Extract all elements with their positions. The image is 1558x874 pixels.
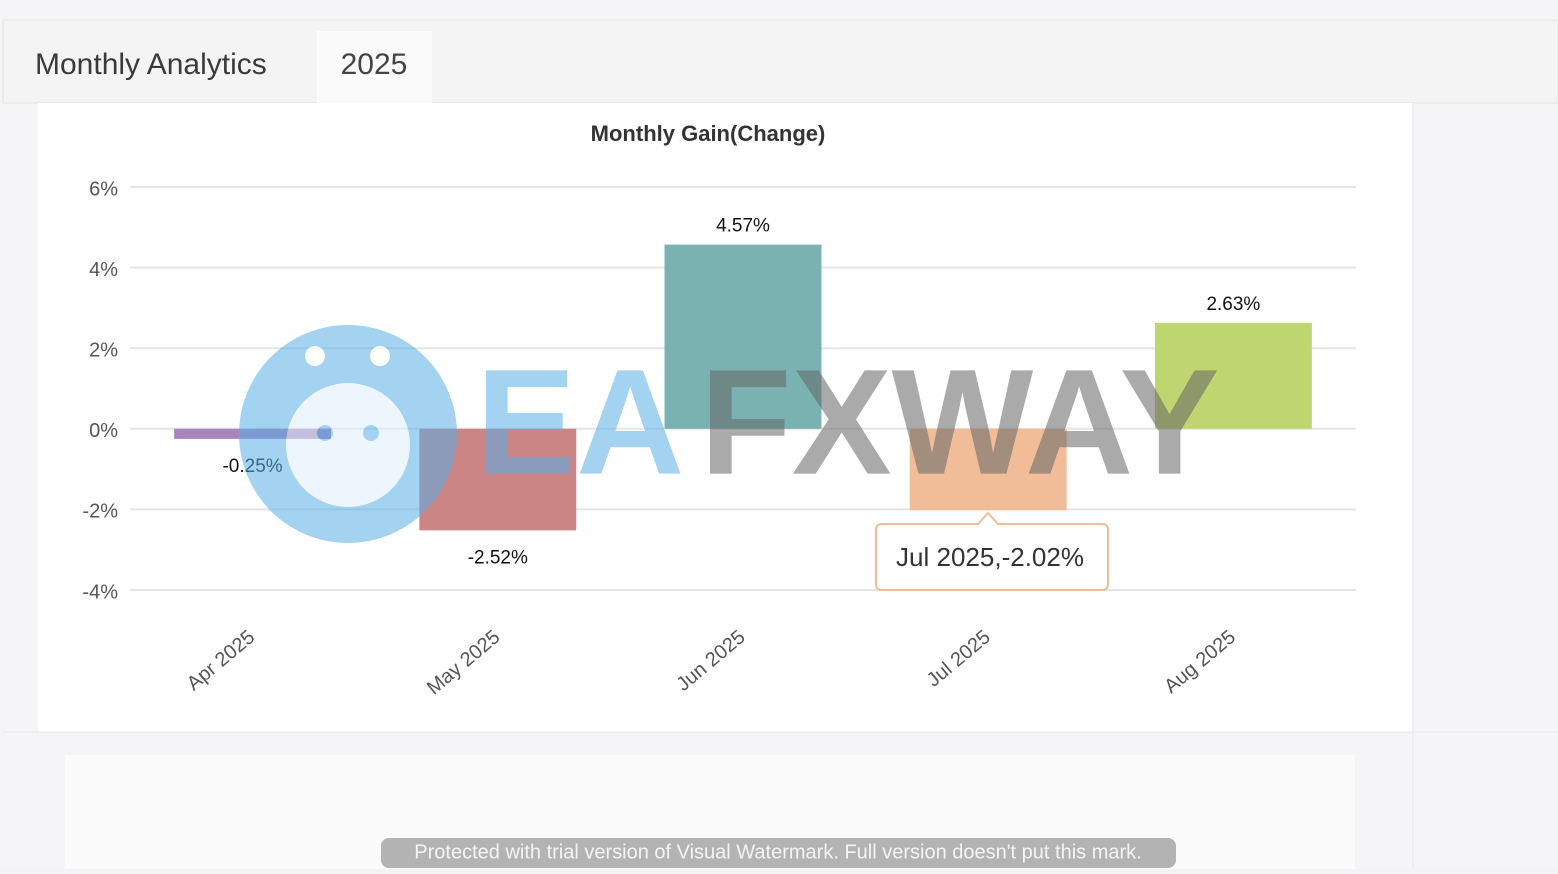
y-tick-label: 6% [89,178,118,200]
notice-pill [381,838,1176,868]
tooltip-box [875,511,1109,591]
year-tab-label[interactable]: 2025 [341,48,408,81]
year-tab[interactable] [317,31,432,103]
data-label: 4.57% [716,216,770,237]
y-tick-label: 4% [89,259,118,281]
watermark-logo [363,425,379,441]
watermark-logo [239,325,457,543]
tooltip-text: Jul 2025,-2.02% [896,542,1084,572]
watermark-logo [305,346,325,366]
bar [909,428,1067,511]
tooltip: Jul 2025,-2.02% [875,511,1109,591]
watermark-text: EA [476,338,684,506]
watermark: EA FXWAY [239,325,1220,543]
data-label: 2.63% [1206,294,1260,315]
watermark-logo [317,425,333,441]
header-title: Monthly Analytics [35,48,267,81]
notice-text: Protected with trial version of Visual W… [414,841,1141,863]
header-bar [2,19,1558,104]
watermark-logo [286,383,410,507]
y-tick-label: 2% [89,339,118,361]
bar [1154,322,1312,429]
watermark-logo [370,346,390,366]
watermark-text: FXWAY [700,338,1220,506]
y-tick-label: -2% [82,501,118,523]
data-label: -2.52% [468,547,528,568]
chart-title: Monthly Gain(Change) [591,121,826,146]
bar [664,244,822,429]
y-tick-label: 0% [89,420,118,442]
y-tick-label: -4% [82,581,118,603]
